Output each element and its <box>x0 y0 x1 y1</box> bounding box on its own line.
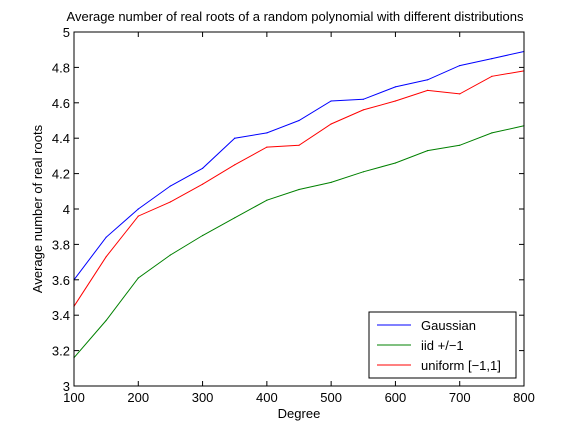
data-point <box>491 58 493 60</box>
x-tick-label: 500 <box>320 390 342 405</box>
y-tick-label: 4.6 <box>52 96 70 111</box>
x-tick-label: 300 <box>192 390 214 405</box>
data-point <box>362 98 364 100</box>
x-tick-label: 800 <box>513 390 535 405</box>
y-tick-label: 4 <box>63 202 70 217</box>
data-point <box>298 144 300 146</box>
y-axis-title: Average number of real roots <box>30 124 45 293</box>
data-point <box>234 164 236 166</box>
legend-label: Gaussian <box>421 318 476 333</box>
data-point <box>330 123 332 125</box>
data-point <box>298 119 300 122</box>
data-point <box>105 236 107 238</box>
data-point <box>427 150 429 152</box>
x-tick-label: 400 <box>256 390 278 405</box>
legend-label: uniform [−1,1] <box>421 358 501 373</box>
data-point <box>202 183 204 185</box>
legend: Gaussian iid +/−1 uniform [−1,1] <box>368 311 517 379</box>
data-point <box>330 100 332 102</box>
data-point <box>234 137 236 139</box>
chart-title: Average number of real roots of a random… <box>67 9 524 24</box>
data-point <box>427 79 429 81</box>
data-point <box>394 100 396 102</box>
data-point <box>459 65 461 67</box>
y-tick-label: 4.2 <box>52 167 70 182</box>
data-point <box>266 132 268 134</box>
data-point <box>362 171 364 173</box>
data-point <box>105 319 107 322</box>
y-tick-label: 4.4 <box>52 131 70 146</box>
data-point <box>137 277 139 279</box>
y-tick-label: 3 <box>63 379 70 394</box>
data-point <box>105 256 107 258</box>
x-tick-label: 200 <box>127 390 149 405</box>
legend-label: iid +/−1 <box>421 338 464 353</box>
y-tick-label: 3.2 <box>52 344 70 359</box>
x-axis-title: Degree <box>278 406 321 421</box>
data-point <box>169 201 171 203</box>
data-point <box>169 185 171 187</box>
y-tick-label: 5 <box>63 25 70 40</box>
data-point <box>137 215 139 217</box>
y-tick-label: 3.4 <box>52 308 70 323</box>
data-point <box>169 254 171 256</box>
data-point <box>202 167 204 169</box>
x-tick-label: 100 <box>63 390 85 405</box>
data-point <box>427 89 429 91</box>
data-point <box>491 75 493 77</box>
data-point <box>459 144 461 146</box>
data-point <box>459 93 461 95</box>
data-point <box>491 132 493 134</box>
series-2 <box>73 70 525 307</box>
data-point <box>394 162 396 164</box>
data-point <box>330 181 332 183</box>
data-point <box>298 188 300 191</box>
data-point <box>266 199 268 201</box>
data-point <box>234 217 236 219</box>
x-tick-label: 600 <box>385 390 407 405</box>
data-point <box>266 146 268 148</box>
data-point <box>362 109 364 111</box>
plot-frame <box>73 31 525 387</box>
data-point <box>137 208 139 210</box>
y-tick-label: 4.8 <box>52 60 70 75</box>
y-tick-label: 3.6 <box>52 273 70 288</box>
data-point <box>202 234 204 237</box>
x-tick-label: 700 <box>449 390 471 405</box>
y-tick-label: 3.8 <box>52 237 70 252</box>
data-point <box>394 86 396 88</box>
